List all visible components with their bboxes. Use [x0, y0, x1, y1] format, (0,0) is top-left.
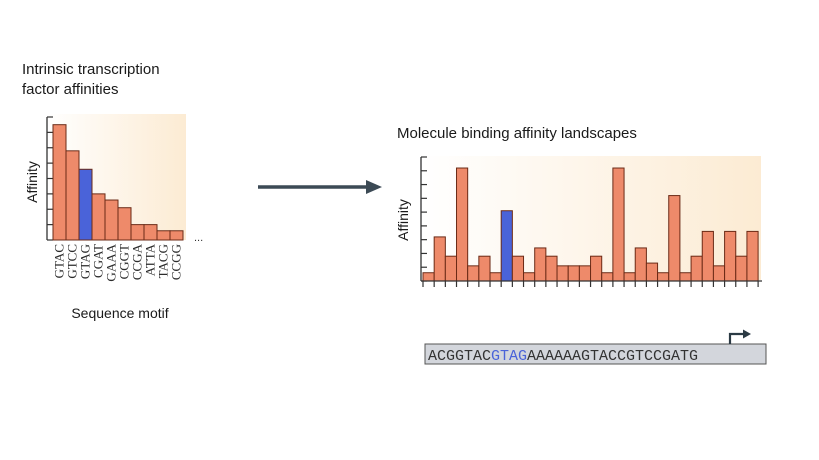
left-chart: Intrinsic transcription factor affinitie… — [22, 61, 203, 321]
left-category-label: GTCC — [65, 244, 80, 279]
left-bar — [91, 193, 106, 241]
right-bar — [724, 230, 737, 282]
right-bar — [746, 230, 759, 282]
right-bar — [634, 247, 647, 282]
right-bar — [645, 262, 659, 282]
left-title-line2: factor affinities — [22, 81, 118, 98]
right-bar — [545, 255, 558, 282]
right-bar — [567, 265, 580, 282]
right-chart: Molecule binding affinity landscapes Aff… — [395, 125, 762, 287]
left-bar — [78, 168, 93, 241]
left-category-label: GTAG — [78, 244, 93, 279]
left-bar — [169, 230, 184, 241]
left-bar — [65, 150, 80, 241]
sequence-suffix: AAAAAAGTACCGTCCGATG — [527, 348, 698, 365]
left-y-ticks — [47, 116, 53, 241]
right-bar — [735, 255, 748, 282]
left-bar — [130, 224, 145, 241]
right-bar — [578, 265, 592, 282]
right-bar — [422, 272, 435, 282]
sequence-highlight: GTAG — [491, 348, 527, 365]
right-bar — [456, 167, 469, 282]
left-category-label: CCGA — [130, 243, 145, 280]
right-bar — [511, 255, 525, 282]
right-arrow-icon — [258, 180, 382, 194]
right-bar — [679, 272, 692, 282]
sequence-box — [424, 343, 767, 365]
right-bar — [590, 255, 603, 282]
left-ellipsis: ... — [194, 232, 203, 244]
left-xlabel: Sequence motif — [71, 305, 168, 321]
right-ylabel: Affinity — [395, 199, 411, 241]
right-bar — [489, 272, 502, 282]
right-bar — [668, 195, 681, 282]
left-bar — [52, 124, 67, 241]
right-bar — [433, 236, 446, 282]
right-title: Molecule binding affinity landscapes — [397, 125, 637, 142]
left-title-line1: Intrinsic transcription — [22, 61, 160, 78]
left-category-label: GAAA — [104, 243, 119, 281]
sequence-text: ACGGTACGTAGAAAAAAGTACCGTCCGATG — [428, 348, 698, 365]
left-category-label: CGGT — [117, 244, 132, 279]
sequence-prefix: ACGGTAC — [428, 348, 491, 365]
right-x-ticks — [422, 281, 759, 287]
left-category-label: CCGG — [169, 244, 184, 280]
right-bar — [500, 210, 513, 282]
right-bar — [523, 272, 536, 282]
left-category-label: CGAT — [91, 244, 106, 278]
right-bar — [556, 265, 569, 282]
right-bar — [657, 272, 670, 282]
right-bar — [612, 167, 625, 282]
right-bar — [534, 247, 547, 282]
bent-arrow-icon — [728, 329, 751, 344]
sequence-strip: ACGGTACGTAGAAAAAAGTACCGTCCGATG — [424, 329, 767, 365]
right-bar — [623, 272, 636, 282]
left-category-label: ATTA — [143, 243, 158, 276]
left-bar — [104, 199, 119, 241]
right-bar — [701, 230, 714, 282]
left-ylabel: Affinity — [24, 161, 40, 203]
right-bar — [478, 255, 491, 282]
left-category-label: TACG — [156, 244, 171, 278]
left-bar — [156, 230, 171, 241]
right-bar — [601, 272, 614, 282]
left-bar — [143, 224, 158, 241]
right-bar — [467, 265, 480, 282]
right-bar — [712, 265, 726, 282]
right-bar — [444, 255, 458, 282]
left-category-label: GTAC — [52, 244, 67, 278]
right-bar — [690, 255, 703, 282]
left-bar — [117, 207, 132, 241]
left-bars — [52, 124, 184, 241]
